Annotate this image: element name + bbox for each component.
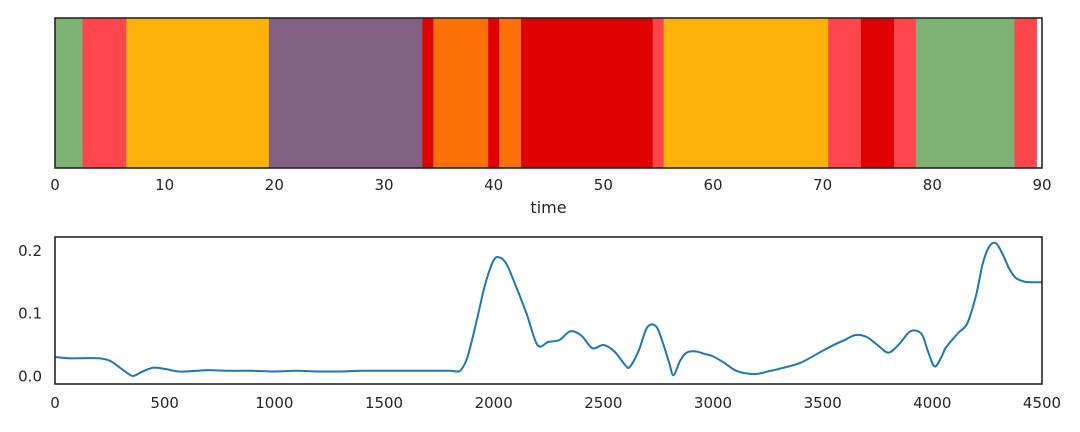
line-x-tick-label: 0 [50,394,60,412]
line-series [54,241,1043,378]
timeline-frame [54,17,1043,169]
timeline-segment-4 [422,18,434,168]
timeline-segment-3 [268,18,423,168]
timeline-x-tick-label: 10 [155,176,174,194]
timeline-x-tick-label: 80 [923,176,942,194]
timeline-panel: 0 10 20 30 40 50 60 70 80 90 time [50,17,1052,217]
timeline-segment-5 [433,18,489,168]
line-y-ticks: 0.0 0.1 0.2 [18,242,42,386]
timeline-x-tick-label: 40 [484,176,503,194]
timeline-segment-15 [1014,18,1037,168]
timeline-x-tick-label: 90 [1032,176,1051,194]
timeline-segment-10 [663,18,829,168]
timeline-segments [55,18,1037,168]
line-x-tick-label: 3500 [804,394,842,412]
line-y-tick-label: 0.1 [18,305,42,323]
line-x-tick-label: 500 [150,394,179,412]
timeline-x-tick-label: 0 [50,176,60,194]
timeline-x-tick-label: 70 [813,176,832,194]
timeline-x-tick-label: 60 [703,176,722,194]
timeline-segment-12 [861,18,895,168]
timeline-x-ticks: 0 10 20 30 40 50 60 70 80 90 [50,176,1051,194]
timeline-segment-11 [828,18,862,168]
timeline-x-axis-label: time [530,198,566,217]
timeline-segment-14 [915,18,1015,168]
timeline-segment-0 [55,18,83,168]
line-y-tick-label: 0.0 [18,367,42,385]
line-x-tick-label: 4500 [1023,394,1061,412]
timeline-segment-13 [893,18,917,168]
line-x-tick-label: 2500 [584,394,622,412]
line-x-tick-label: 2000 [475,394,513,412]
line-x-tick-label: 1000 [255,394,293,412]
timeline-segment-7 [499,18,522,168]
line-panel: 0 500 1000 1500 2000 2500 3000 3500 4000 4500 0.0… [18,236,1061,412]
timeline-x-tick-label: 50 [594,176,613,194]
line-y-tick-label: 0.2 [18,242,42,260]
timeline-x-tick-label: 30 [374,176,393,194]
timeline-segment-2 [126,18,270,168]
timeline-x-tick-label: 20 [265,176,284,194]
timeline-segment-8 [521,18,654,168]
line-x-tick-label: 4000 [913,394,951,412]
line-x-tick-label: 3000 [694,394,732,412]
timeline-segment-9 [652,18,665,168]
line-x-ticks: 0 500 1000 1500 2000 2500 3000 3500 4000 4500 [50,394,1061,412]
line-frame [54,236,1043,385]
line-x-tick-label: 1500 [365,394,403,412]
timeline-segment-1 [82,18,127,168]
timeline-segment-6 [488,18,500,168]
